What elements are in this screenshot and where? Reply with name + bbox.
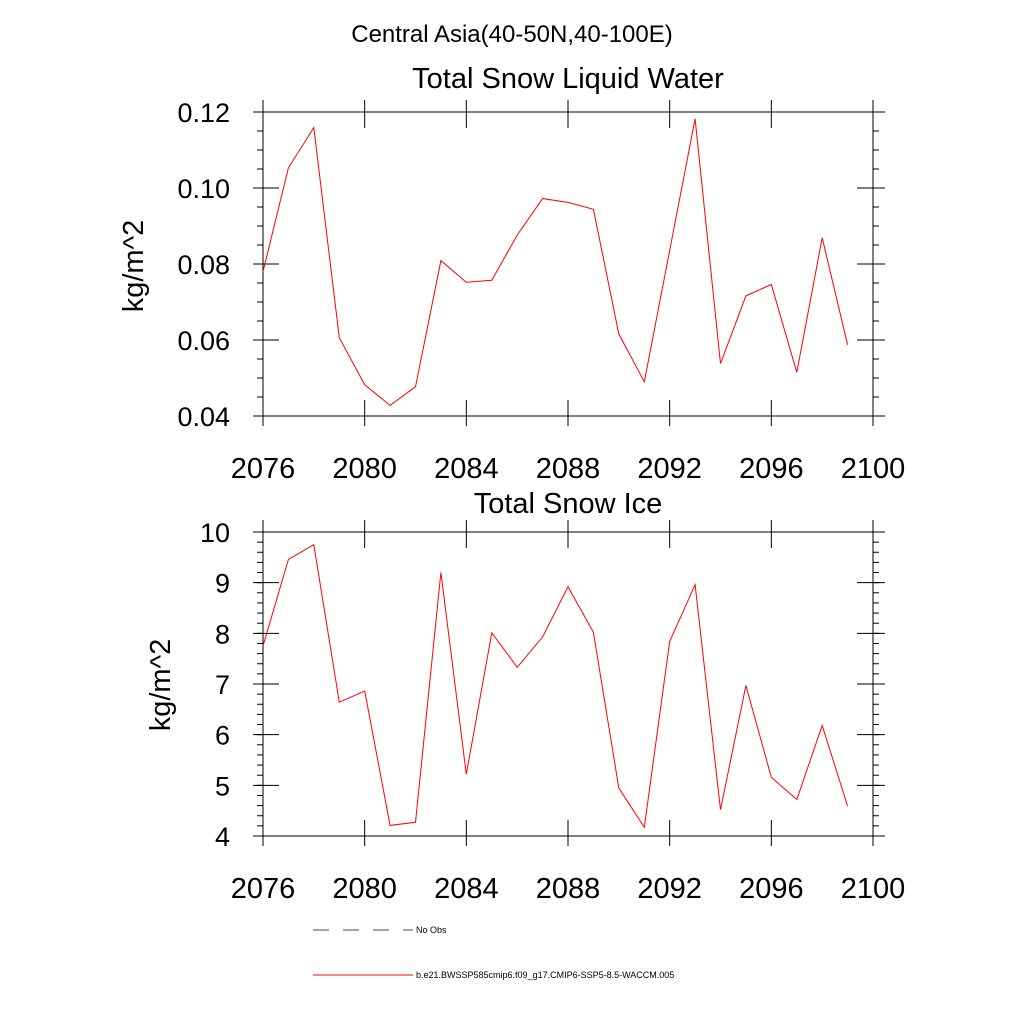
panel-2-xtick-label: 2076 xyxy=(231,873,296,905)
panel-2-title: Total Snow Ice xyxy=(474,488,663,520)
panel-1-xtick-label: 2084 xyxy=(434,453,499,485)
panel-2-ytick-label: 10 xyxy=(200,518,230,548)
panel-2-ytick-label: 5 xyxy=(215,771,230,801)
panel-1-ticks: 2076 2080 2084 2088 2092 2096 2100 0.04 0.06 0.08… xyxy=(177,98,905,485)
legend: No Obs b.e21.BWSSP585cmip6.f09_g17.CMIP6… xyxy=(313,925,674,980)
panel-2-xtick-label: 2092 xyxy=(637,873,702,905)
panel-1-xtick-label: 2092 xyxy=(637,453,702,485)
panel-2-xtick-label: 2096 xyxy=(739,873,804,905)
panel-1-xtick-label: 2088 xyxy=(536,453,601,485)
panel-1-xtick-label: 2096 xyxy=(739,453,804,485)
panel-1-title: Total Snow Liquid Water xyxy=(412,63,724,95)
panel-2-ytick-label: 8 xyxy=(215,619,230,649)
panel-1-xtick-label: 2080 xyxy=(332,453,397,485)
panel-1-frame xyxy=(262,111,874,417)
panel-1-plot-frame xyxy=(262,111,874,417)
panel-2-xtick-label: 2080 xyxy=(332,873,397,905)
panel-2-ytick-label: 9 xyxy=(215,569,230,599)
legend-no-obs-label: No Obs xyxy=(416,925,447,935)
figure-title: Central Asia(40-50N,40-100E) xyxy=(351,21,673,48)
panel-2-series xyxy=(262,543,849,829)
panel-1-ytick-label: 0.08 xyxy=(177,250,230,280)
panel-2-xtick-label: 2088 xyxy=(536,873,601,905)
panel-2-ticks: 2076 2080 2084 2088 2092 2096 2100 4 5 6 7 8 9 10 xyxy=(200,518,905,905)
panel-1-xtick-label: 2076 xyxy=(231,453,296,485)
panel-1-ytick-label: 0.10 xyxy=(177,174,230,204)
panel-1-ytick-label: 0.12 xyxy=(177,98,230,128)
panel-1-ylabel: kg/m^2 xyxy=(118,220,150,313)
panel-1: Total Snow Liquid Water kg/m^2 2076 2080 2… xyxy=(118,63,905,485)
panel-2-frame xyxy=(262,531,874,837)
panel-2-ylabel: kg/m^2 xyxy=(145,639,177,732)
panel-2-plot-frame xyxy=(262,531,874,837)
panel-2-xtick-label: 2084 xyxy=(434,873,499,905)
panel-2-xtick-label: 2100 xyxy=(841,873,906,905)
panel-2: Total Snow Ice kg/m^2 2076 2080 2084 2088 20… xyxy=(145,488,905,905)
panel-1-series xyxy=(262,118,849,407)
legend-series-label: b.e21.BWSSP585cmip6.f09_g17.CMIP6-SSP5-8… xyxy=(416,970,674,980)
panel-2-ytick-label: 6 xyxy=(215,721,230,751)
panel-1-xtick-label: 2100 xyxy=(841,453,906,485)
panel-1-ytick-label: 0.06 xyxy=(177,326,230,356)
panel-2-series-line xyxy=(262,543,849,829)
panel-2-ytick-label: 4 xyxy=(215,822,230,852)
panel-1-series-line xyxy=(262,118,849,407)
panel-1-ytick-label: 0.04 xyxy=(177,402,230,432)
panel-2-ytick-label: 7 xyxy=(215,670,230,700)
